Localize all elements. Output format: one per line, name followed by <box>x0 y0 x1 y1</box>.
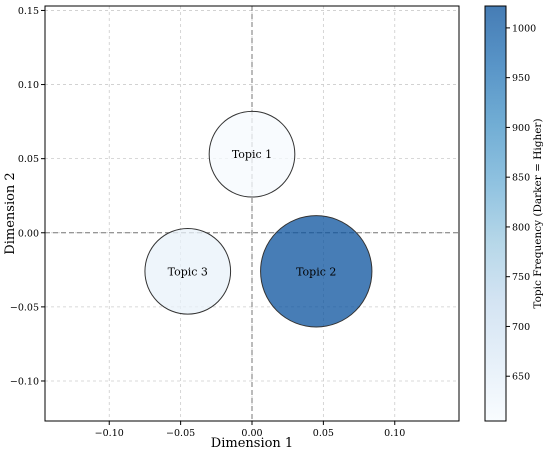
colorbar-tick-label: 900 <box>512 123 530 134</box>
y-tick-label: 0.00 <box>18 228 39 239</box>
topic-label: Topic 2 <box>296 265 336 278</box>
x-axis-title: Dimension 1 <box>211 436 293 451</box>
colorbar <box>484 5 507 422</box>
y-tick-label: −0.10 <box>10 376 39 387</box>
y-tick-label: 0.05 <box>18 154 39 165</box>
x-tick-label: −0.10 <box>95 428 124 439</box>
y-axis-title: Dimension 2 <box>3 172 18 254</box>
y-tick-label: −0.05 <box>10 302 39 313</box>
x-tick-label: 0.05 <box>313 428 334 439</box>
x-tick-label: 0.00 <box>241 428 262 439</box>
colorbar-tick-label: 750 <box>512 272 530 283</box>
topic-bubble <box>208 110 296 198</box>
colorbar-tick-label: 1000 <box>512 23 536 34</box>
x-tick-label: −0.05 <box>166 428 195 439</box>
topic-bubble <box>144 227 232 315</box>
y-tick-label: 0.10 <box>18 80 39 91</box>
topic-bubble <box>260 215 373 328</box>
y-tick-label: 0.15 <box>18 6 39 17</box>
colorbar-tick-label: 700 <box>512 322 530 333</box>
topic-label: Topic 3 <box>168 265 208 278</box>
x-tick-label: 0.10 <box>384 428 405 439</box>
colorbar-tick-label: 850 <box>512 173 530 184</box>
topic-label: Topic 1 <box>232 148 272 161</box>
colorbar-tick-label: 650 <box>512 372 530 383</box>
colorbar-tick-label: 950 <box>512 73 530 84</box>
colorbar-tick-label: 800 <box>512 222 530 233</box>
colorbar-title: Topic Frequency (Darker = Higher) <box>532 118 544 308</box>
bubbles <box>144 110 373 328</box>
